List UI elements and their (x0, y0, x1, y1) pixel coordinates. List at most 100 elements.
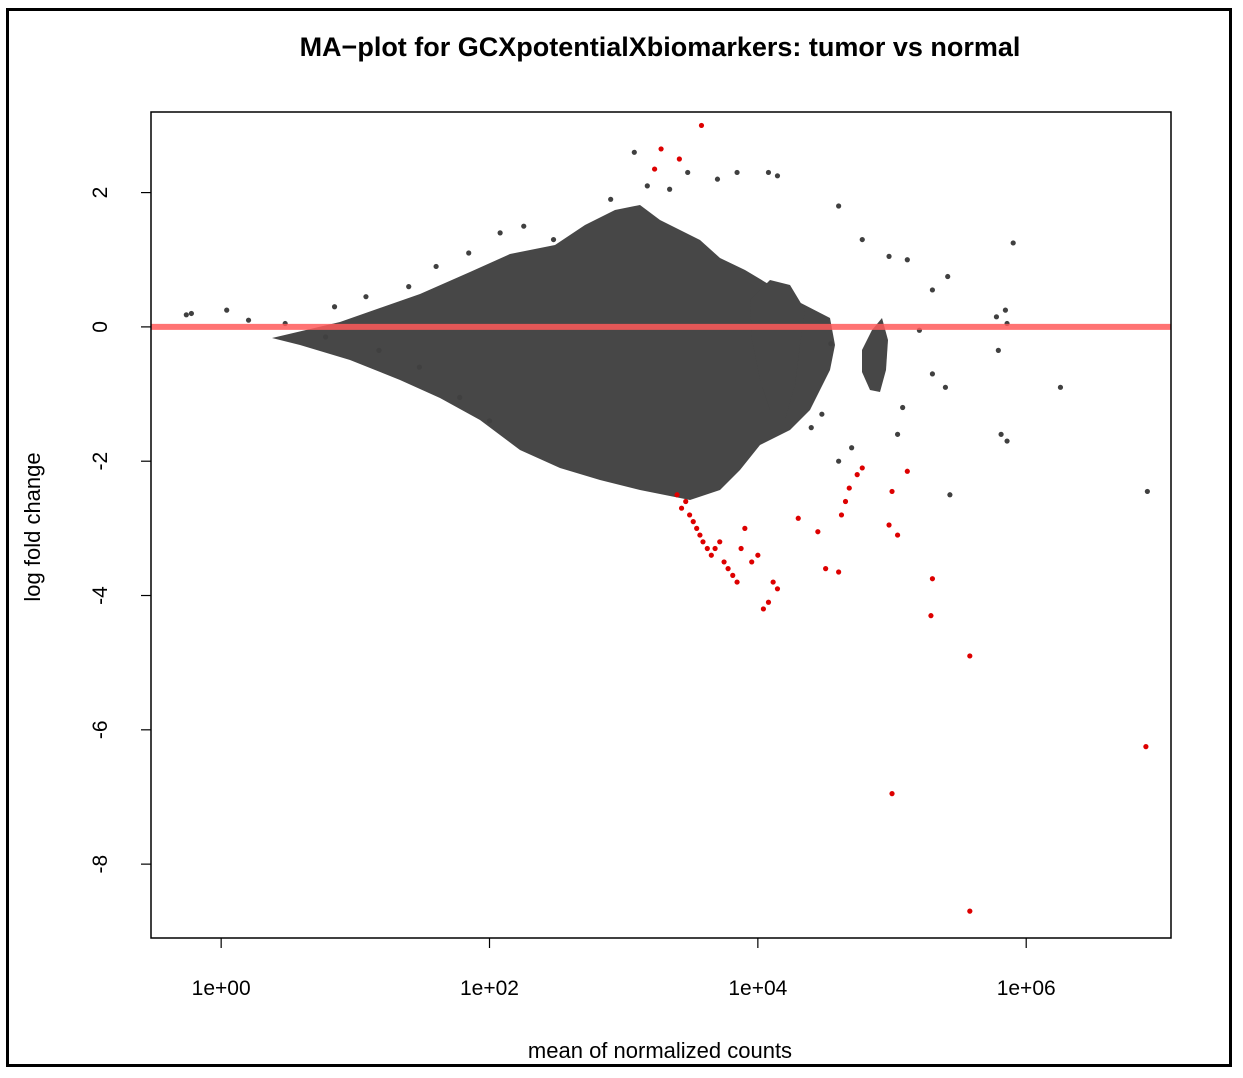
significant-gene-point (734, 579, 740, 585)
gene-point (521, 223, 527, 229)
gene-point (631, 149, 637, 155)
gene-point (331, 304, 338, 310)
gene-point (608, 196, 614, 202)
x-axis-label: mean of normalized counts (528, 1038, 792, 1063)
significant-gene-point (854, 472, 860, 478)
significant-gene-point (712, 545, 718, 552)
significant-gene-point (886, 522, 892, 528)
gene-point (466, 250, 472, 256)
gene-point (486, 418, 493, 424)
y-tick-label: 2 (89, 187, 112, 199)
gene-point (734, 169, 740, 176)
significant-gene-point (742, 525, 748, 531)
significant-gene-point (700, 539, 706, 545)
x-tick-label: 1e+00 (192, 977, 251, 1000)
gene-point (183, 312, 189, 318)
significant-gene-point (704, 545, 710, 552)
y-tick-label: -6 (89, 720, 112, 739)
gene-cloud-mass-right (750, 280, 805, 420)
significant-gene-point (698, 122, 705, 129)
significant-gene-point (929, 576, 936, 582)
gene-point (765, 169, 772, 176)
gene-point (929, 371, 936, 377)
gene-point (828, 341, 834, 347)
gene-point (433, 263, 439, 270)
y-tick-label: 0 (89, 321, 112, 333)
gene-point (644, 183, 650, 189)
point-density-masses (272, 205, 888, 500)
significant-gene-point (894, 532, 901, 538)
gene-point (993, 314, 1000, 320)
gene-point (849, 445, 855, 451)
gene-point (667, 186, 673, 192)
gene-point (1057, 384, 1064, 390)
gene-point (894, 431, 901, 437)
gene-cloud-mass-outlier-group (862, 318, 888, 392)
gene-point (497, 230, 503, 236)
gene-point (416, 364, 422, 370)
gene-point (904, 257, 910, 263)
plot-area-box (150, 111, 1172, 939)
gene-point (808, 425, 814, 431)
gene-point (886, 253, 892, 259)
significant-gene-point (838, 512, 845, 518)
significant-gene-point (676, 156, 682, 162)
gene-point (836, 458, 842, 464)
gene-point (188, 310, 194, 317)
significant-gene-point (717, 539, 723, 545)
gene-point (929, 287, 936, 293)
significant-gene-point (694, 525, 700, 531)
significant-gene-point (697, 532, 703, 538)
significant-gene-point (658, 146, 664, 152)
gene-point (714, 176, 721, 182)
significant-gene-point (928, 613, 934, 619)
gene-point (1010, 240, 1016, 246)
significant-gene-point (889, 488, 895, 495)
significant-gene-point (774, 586, 781, 592)
gene-point (406, 284, 412, 290)
significant-gene-point (755, 552, 761, 558)
significant-gene-point (795, 515, 801, 521)
significant-gene-point (760, 606, 767, 612)
gene-point (322, 334, 329, 340)
x-tick-label: 1e+02 (460, 977, 519, 1000)
significant-gene-point (725, 566, 731, 572)
gene-point (1004, 438, 1010, 444)
gene-point (457, 394, 463, 401)
significant-gene-point (815, 529, 821, 535)
significant-gene-point (846, 485, 852, 491)
significant-gene-point (765, 599, 772, 605)
gene-point (550, 236, 557, 243)
significant-gene-point (708, 552, 714, 558)
significant-gene-point (967, 908, 973, 914)
significant-gene-point (721, 559, 727, 565)
gene-point (363, 294, 369, 300)
gene-point (245, 317, 252, 323)
gene-point (224, 307, 230, 313)
significant-gene-point (770, 579, 776, 585)
significant-gene-point (738, 545, 744, 552)
x-tick-label: 1e+04 (728, 977, 787, 1000)
y-axis: 2 0 -2 -4 -6 -8 (89, 187, 151, 873)
significant-gene-point (889, 791, 895, 797)
gene-point (900, 404, 906, 411)
significant-gene-point (904, 468, 910, 474)
gene-point (945, 273, 951, 280)
y-axis-label: log fold change (20, 452, 45, 601)
significant-gene-point (690, 519, 696, 525)
significant-gene-point (967, 653, 973, 659)
gene-point (995, 347, 1001, 353)
gene-cloud-mass (272, 205, 835, 500)
significant-gene-point (678, 505, 685, 511)
gene-point (1002, 307, 1009, 313)
significant-gene-point (749, 559, 755, 565)
gene-point (942, 384, 949, 390)
significant-gene-point (823, 566, 829, 572)
significant-gene-point (651, 166, 658, 172)
gene-point (859, 236, 865, 243)
x-tick-label: 1e+06 (997, 977, 1056, 1000)
significant-gene-point (687, 512, 693, 518)
y-tick-label: -2 (89, 452, 112, 471)
gene-point (836, 203, 842, 209)
